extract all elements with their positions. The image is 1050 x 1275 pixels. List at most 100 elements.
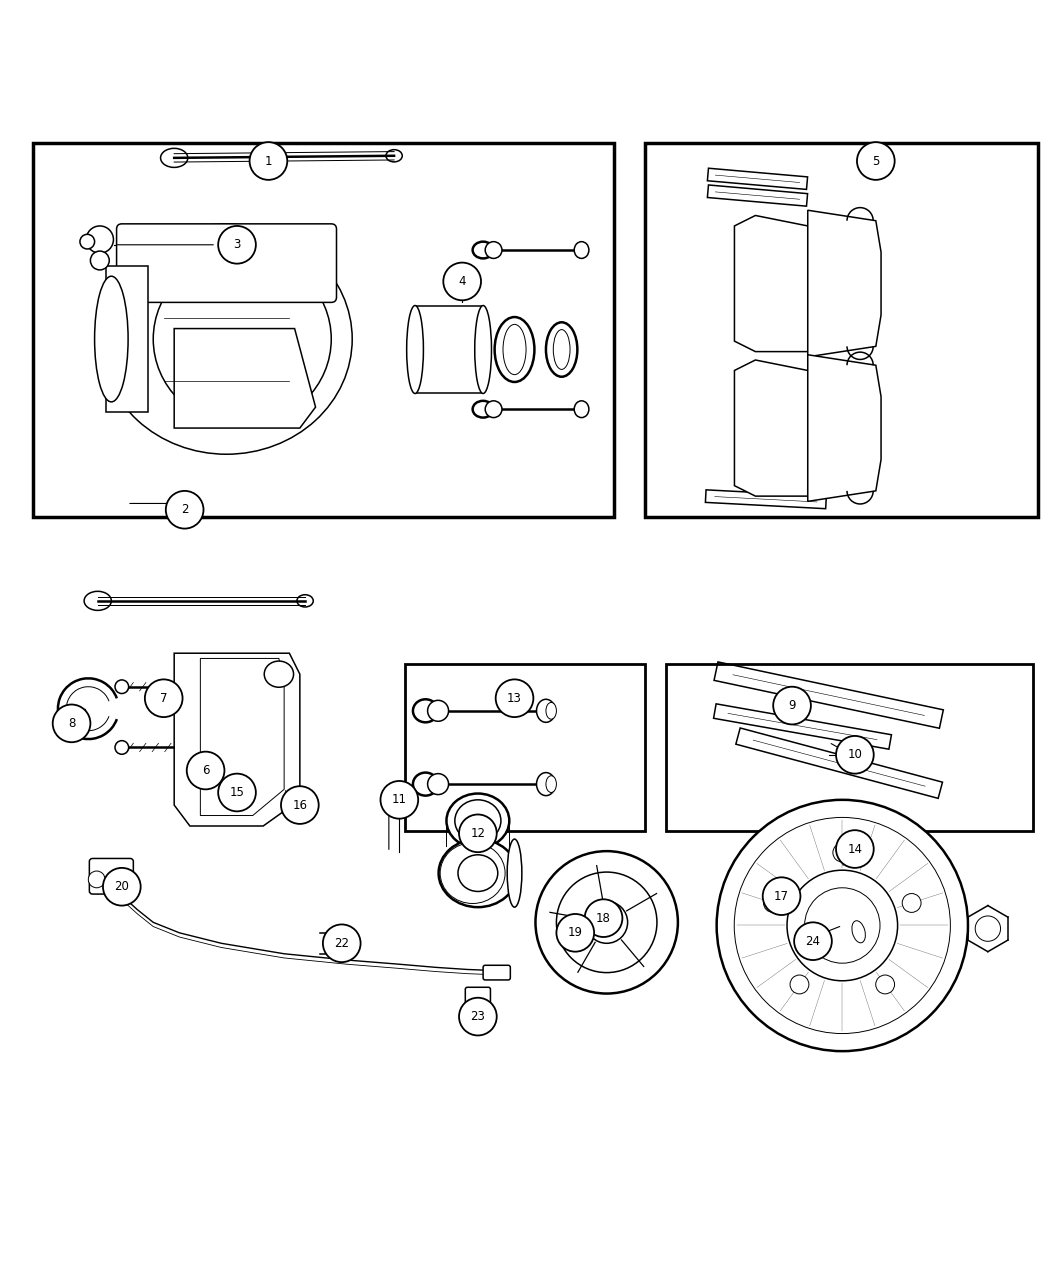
Circle shape — [459, 998, 497, 1035]
Circle shape — [281, 787, 319, 824]
Polygon shape — [807, 210, 881, 357]
Circle shape — [902, 894, 921, 913]
Ellipse shape — [413, 773, 438, 796]
Ellipse shape — [446, 793, 509, 848]
Circle shape — [427, 700, 448, 722]
Circle shape — [857, 143, 895, 180]
Ellipse shape — [546, 703, 556, 719]
Bar — [415, 306, 483, 394]
Ellipse shape — [94, 277, 128, 402]
Polygon shape — [174, 653, 300, 826]
Circle shape — [717, 799, 968, 1051]
Ellipse shape — [116, 741, 129, 755]
Text: 3: 3 — [233, 238, 240, 251]
Text: 14: 14 — [847, 843, 862, 856]
Circle shape — [556, 914, 594, 951]
Circle shape — [790, 975, 808, 994]
Ellipse shape — [472, 400, 493, 418]
Circle shape — [86, 226, 113, 254]
Circle shape — [804, 887, 880, 963]
Ellipse shape — [495, 317, 534, 382]
Ellipse shape — [101, 224, 352, 454]
Ellipse shape — [475, 306, 491, 394]
Ellipse shape — [455, 799, 501, 842]
Ellipse shape — [503, 324, 526, 375]
Polygon shape — [736, 728, 943, 798]
Text: 23: 23 — [470, 1010, 485, 1023]
FancyBboxPatch shape — [465, 987, 490, 1016]
Circle shape — [773, 687, 811, 724]
Ellipse shape — [574, 400, 589, 418]
Circle shape — [459, 815, 497, 852]
Circle shape — [833, 843, 852, 862]
Circle shape — [90, 251, 109, 270]
Ellipse shape — [574, 242, 589, 259]
Text: 4: 4 — [459, 275, 466, 288]
Polygon shape — [708, 185, 807, 207]
Text: 5: 5 — [873, 154, 880, 167]
Circle shape — [763, 894, 782, 913]
Circle shape — [836, 830, 874, 868]
FancyBboxPatch shape — [89, 858, 133, 894]
Circle shape — [218, 226, 256, 264]
Text: 2: 2 — [181, 504, 188, 516]
Ellipse shape — [439, 839, 518, 907]
Text: 7: 7 — [160, 692, 167, 705]
FancyBboxPatch shape — [117, 224, 336, 302]
Ellipse shape — [440, 843, 505, 904]
Polygon shape — [708, 168, 807, 190]
Polygon shape — [201, 658, 285, 816]
Text: 20: 20 — [114, 880, 129, 894]
Text: 19: 19 — [568, 927, 583, 940]
Circle shape — [380, 782, 418, 819]
Text: 12: 12 — [470, 826, 485, 840]
Circle shape — [145, 680, 183, 717]
Circle shape — [88, 871, 105, 887]
Ellipse shape — [161, 148, 188, 167]
Text: 17: 17 — [774, 890, 789, 903]
Circle shape — [536, 852, 678, 993]
Text: 9: 9 — [789, 699, 796, 711]
Circle shape — [103, 868, 141, 905]
Polygon shape — [807, 354, 881, 501]
Ellipse shape — [84, 592, 111, 611]
Ellipse shape — [265, 660, 294, 687]
Bar — [106, 265, 148, 412]
Ellipse shape — [546, 775, 556, 793]
Circle shape — [836, 736, 874, 774]
Polygon shape — [734, 360, 807, 496]
Circle shape — [443, 263, 481, 301]
Text: 16: 16 — [292, 798, 308, 812]
Circle shape — [734, 817, 950, 1034]
Text: 13: 13 — [507, 692, 522, 705]
Circle shape — [187, 752, 225, 789]
Circle shape — [250, 143, 288, 180]
Ellipse shape — [472, 242, 493, 259]
Circle shape — [80, 235, 94, 249]
Ellipse shape — [297, 594, 313, 607]
Text: 24: 24 — [805, 935, 820, 947]
Ellipse shape — [116, 680, 129, 694]
Circle shape — [218, 774, 256, 811]
Ellipse shape — [507, 839, 522, 907]
Text: 10: 10 — [847, 748, 862, 761]
Text: 6: 6 — [202, 764, 209, 776]
Circle shape — [876, 975, 895, 994]
Text: 8: 8 — [68, 717, 76, 729]
Circle shape — [788, 871, 898, 980]
Polygon shape — [174, 329, 316, 428]
Circle shape — [762, 877, 800, 915]
Ellipse shape — [406, 306, 423, 394]
Circle shape — [794, 922, 832, 960]
Text: 15: 15 — [230, 785, 245, 799]
Text: 18: 18 — [596, 912, 611, 924]
Circle shape — [323, 924, 360, 963]
Ellipse shape — [153, 252, 331, 426]
Polygon shape — [706, 490, 826, 509]
Bar — [404, 664, 646, 831]
Circle shape — [166, 491, 204, 529]
Circle shape — [585, 899, 623, 937]
Circle shape — [485, 400, 502, 418]
Ellipse shape — [413, 699, 438, 723]
Ellipse shape — [458, 854, 498, 891]
